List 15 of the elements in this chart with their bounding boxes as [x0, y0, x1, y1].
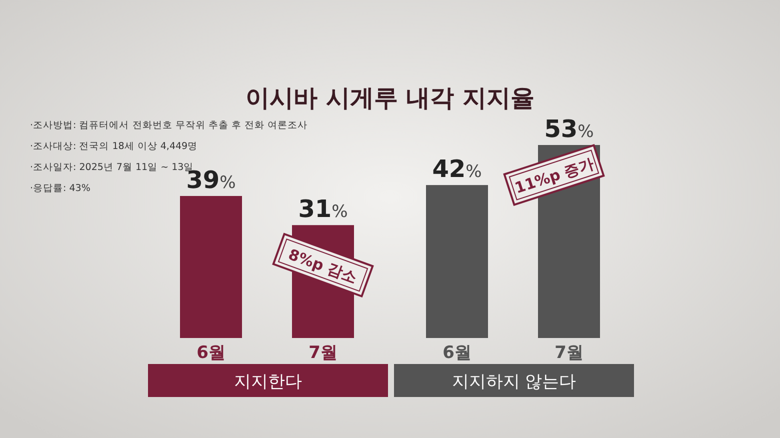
series-label: 지지하지 않는다: [452, 372, 576, 392]
x-tick-label: 6월: [442, 343, 472, 363]
x-tick-label: 7월: [308, 343, 338, 363]
annotation: 8%p 감소: [286, 245, 360, 287]
x-tick-label: 6월: [196, 343, 226, 363]
annotation: ·조사대상: 전국의 18세 이상 4,449명: [30, 141, 198, 152]
text: ·응답률: 43%: [30, 183, 90, 194]
annotation: 11%p 증가: [512, 154, 596, 198]
x-tick-label: 7월: [554, 343, 584, 363]
text: ·조사방법: 컴퓨터에서 전화번호 무작위 추출 후 전화 여론조사: [30, 120, 308, 131]
data-label: 42%: [432, 155, 482, 184]
chart-title: 이시바 시게루 내각 지지율: [245, 84, 535, 112]
series-label: 지지한다: [234, 372, 302, 392]
data-label: 31%: [298, 195, 348, 224]
data-label: 53%: [544, 115, 594, 143]
